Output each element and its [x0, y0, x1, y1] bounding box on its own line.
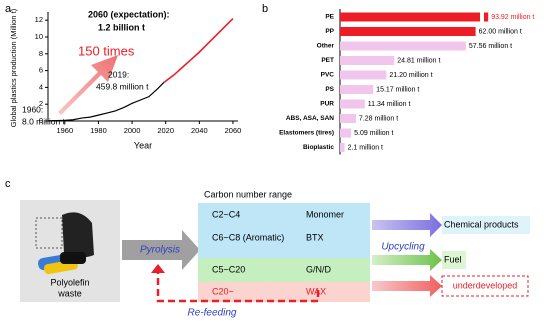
annotation: 2019: [108, 69, 129, 79]
x-tick-label: 2020 [157, 126, 174, 135]
bar [340, 41, 466, 51]
loop-label: Re-feeding [188, 308, 237, 319]
value-label: 2.1 million t [348, 144, 383, 151]
process-label: Pyrolysis [140, 245, 180, 256]
value-label: 5.09 million t [354, 130, 393, 137]
bar [340, 56, 395, 65]
x-tick-label: 1960 [56, 126, 73, 135]
x-tick-label: 2060 [225, 126, 242, 135]
output-box [441, 275, 529, 297]
bar [340, 12, 489, 22]
bar [340, 128, 352, 138]
bar [340, 143, 345, 152]
y-tick-label: PUR [320, 101, 334, 108]
input-label: Polyolefin [50, 277, 89, 287]
value-label: 24.81 million t [397, 57, 440, 64]
data-line [163, 17, 234, 84]
bar [340, 27, 476, 36]
upcycle-arrow [372, 213, 442, 237]
y-tick-label: PET [321, 57, 334, 64]
upcycling-label: Upcycling [381, 242, 425, 253]
output-label: Fuel [444, 254, 462, 264]
output-label: Chemical products [444, 219, 519, 229]
panel-label: c [5, 178, 11, 190]
x-tick-label: 1980 [90, 126, 107, 135]
heading: Carbon number range [204, 189, 292, 199]
output-box [442, 216, 530, 234]
y-tick-label: 2 [39, 99, 43, 108]
annotation: 459.8 million t [96, 81, 149, 91]
value-label: 62.00 million t [479, 28, 522, 35]
row-band [198, 258, 370, 282]
y-tick-label: ABS, ASA, SAN [286, 115, 334, 122]
annotation: 1960: [22, 104, 43, 114]
pyrolysis-arrow [122, 230, 200, 270]
annotation: 2060 (expectation): [88, 9, 170, 19]
product-label: WAX [306, 286, 326, 296]
product-label: Monomer [306, 209, 344, 219]
refeed-head [151, 264, 165, 273]
range-label: C20~ [212, 286, 234, 296]
y-tick-label: 12 [35, 15, 43, 24]
row-band [198, 203, 370, 258]
annotation: 1.2 billion t [98, 22, 145, 32]
x-tick-label: 2000 [124, 126, 141, 135]
value-label: 93.92 million t [491, 14, 534, 21]
x-axis-label: Year [134, 140, 152, 150]
y-axis-label: Global plastics production (Million t) [9, 8, 18, 127]
value-label: 57.56 million t [469, 43, 512, 50]
y-tick-label: 4 [39, 82, 43, 91]
annotation: 8.0 million t [22, 116, 66, 126]
output-box [442, 251, 466, 269]
value-label: 21.20 million t [389, 72, 432, 79]
axis-break [480, 11, 484, 23]
y-tick-label: Elastomers (tires) [279, 130, 334, 137]
waste-icon [35, 212, 94, 275]
output-label: underdeveloped [453, 280, 518, 290]
product-label: G/N/D [306, 264, 332, 274]
value-label: 15.17 million t [376, 86, 419, 93]
y-tick-label: PE [325, 14, 334, 21]
range-label: C2~C4 [212, 209, 240, 219]
y-tick-label: Bioplastic [303, 144, 334, 151]
panel-label: b [262, 3, 268, 15]
refeed-loop [156, 270, 320, 303]
y-tick-label: PP [325, 28, 334, 35]
fuel-arrow [372, 249, 442, 271]
value-label: 7.28 million t [359, 115, 398, 122]
y-tick-label: PVC [321, 72, 335, 79]
growth-arrow [58, 55, 118, 115]
bar [340, 70, 387, 80]
data-line [47, 81, 165, 122]
y-tick-label: 10 [35, 32, 43, 41]
value-label: 11.34 million t [368, 101, 411, 108]
y-tick-label: 0 [39, 116, 43, 125]
range-label: C6~C8 (Aromatic) [212, 232, 284, 242]
y-tick-label: Other [317, 43, 335, 50]
x-tick-label: 2040 [191, 126, 208, 135]
panel-label: a [5, 3, 12, 15]
annotation: 150 times [78, 43, 135, 58]
range-label: C5~C20 [212, 264, 245, 274]
y-tick-label: 8 [39, 49, 43, 58]
y-tick-label: 6 [39, 66, 43, 75]
bar [340, 85, 374, 94]
input-label: waste [57, 288, 82, 298]
y-tick-label: PS [325, 86, 334, 93]
bar [340, 114, 356, 123]
bar [340, 99, 365, 109]
product-label: BTX [306, 232, 324, 242]
row-band [198, 282, 370, 302]
wax-arrow [372, 275, 442, 297]
